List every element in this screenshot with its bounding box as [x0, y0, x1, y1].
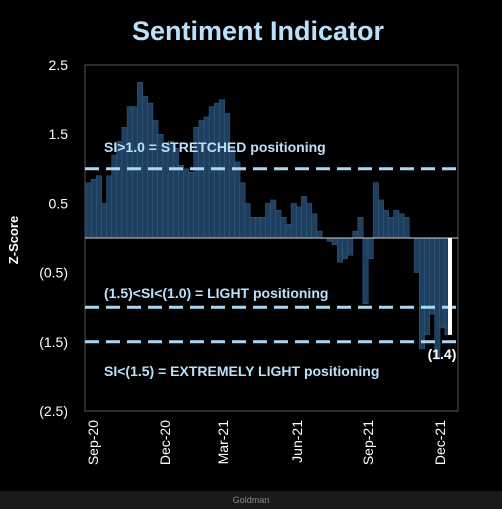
y-axis-label: Z-Score	[6, 216, 21, 264]
bar	[116, 140, 123, 239]
bar	[419, 237, 425, 349]
bar	[393, 210, 400, 239]
bar	[342, 237, 348, 259]
y-tick-label: 1.5	[49, 126, 69, 142]
bar	[260, 217, 266, 239]
bar	[96, 175, 102, 239]
x-tick-label: Mar-21	[215, 420, 231, 465]
bar	[131, 106, 138, 239]
bar	[352, 230, 359, 239]
y-tick-label: (2.5)	[39, 403, 68, 419]
bar	[244, 203, 251, 239]
bar	[383, 210, 389, 239]
y-tick-label: 0.5	[49, 195, 69, 211]
threshold-lines: SI>1.0 = STRETCHED positioning (1.5)<SI<(…	[85, 139, 458, 379]
source-label: Goldman	[0, 491, 502, 509]
bar	[398, 213, 405, 239]
bar	[275, 210, 282, 239]
bar	[280, 217, 287, 239]
bar	[316, 230, 323, 239]
bar	[347, 237, 354, 256]
bar	[296, 206, 302, 239]
bar	[254, 217, 261, 239]
bar	[403, 217, 410, 239]
bar	[424, 237, 430, 336]
bar	[378, 199, 384, 239]
threshold-label: (1.5)<SI<(1.0) = LIGHT positioning	[104, 285, 328, 301]
bar	[234, 161, 241, 239]
sentiment-indicator-chart: Sentiment Indicator Z-Score 2.5 1.5 0.5 (0.…	[6, 16, 459, 465]
chart-title: Sentiment Indicator	[132, 16, 385, 46]
bar	[142, 95, 149, 239]
bar	[85, 182, 92, 239]
bar	[137, 82, 143, 239]
bar	[178, 165, 184, 239]
bar	[285, 223, 292, 239]
y-axis-ticks: 2.5 1.5 0.5 (0.5) (1.5) (2.5)	[39, 57, 68, 419]
bar	[183, 168, 190, 239]
x-tick-label: Dec-20	[157, 420, 173, 465]
bar	[331, 237, 338, 246]
x-tick-label: Sep-20	[85, 420, 101, 465]
bar	[101, 203, 108, 239]
bar	[388, 217, 395, 239]
threshold-label: SI<(1.5) = EXTREMELY LIGHT positioning	[104, 363, 379, 379]
x-tick-label: Sep-21	[360, 420, 376, 465]
bar	[270, 199, 277, 239]
bar	[126, 106, 133, 239]
bar	[229, 147, 236, 239]
bar	[434, 237, 441, 360]
bar	[429, 237, 436, 315]
bar	[203, 116, 210, 239]
bar	[372, 182, 379, 239]
bar	[162, 144, 169, 239]
bar	[290, 203, 297, 239]
bar	[167, 140, 174, 239]
threshold-label: SI>1.0 = STRETCHED positioning	[104, 139, 326, 155]
bar	[208, 106, 215, 239]
y-tick-label: (1.5)	[39, 334, 68, 350]
latest-value-label: (1.4)	[428, 346, 457, 362]
bar-series	[85, 82, 451, 360]
bar	[311, 213, 318, 239]
y-tick-label: 2.5	[49, 57, 69, 73]
bar	[439, 237, 446, 329]
bar	[362, 237, 369, 304]
bar	[147, 102, 154, 239]
bar	[326, 237, 333, 242]
bar	[188, 172, 195, 239]
bar	[90, 178, 97, 239]
x-tick-label: Dec-21	[432, 420, 448, 465]
bar	[367, 237, 374, 259]
y-tick-label: (0.5)	[39, 265, 68, 281]
bar	[337, 237, 343, 263]
bar	[249, 217, 256, 239]
bar	[413, 237, 420, 273]
bar	[265, 203, 272, 239]
bar	[239, 182, 246, 239]
x-tick-label: Jun-21	[289, 420, 305, 463]
bar	[172, 147, 179, 239]
bar	[213, 102, 220, 239]
bar	[301, 196, 307, 239]
x-axis-ticks: Sep-20 Dec-20 Mar-21 Jun-21 Sep-21 Dec-21	[85, 420, 448, 465]
bar	[357, 217, 364, 239]
bar	[224, 113, 231, 239]
bar	[106, 175, 113, 239]
bar	[306, 203, 313, 239]
